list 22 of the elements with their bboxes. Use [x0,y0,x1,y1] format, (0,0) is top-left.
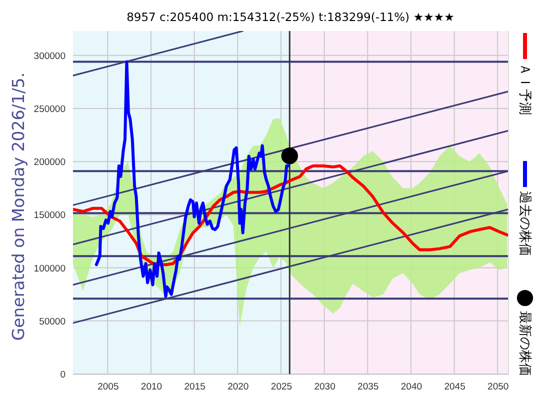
x-tick-label: 2050 [488,382,509,392]
x-tick-label: 2020 [228,382,249,392]
legend-label: ＡＩ予測 [517,63,532,115]
y-tick-label: 100000 [34,263,66,274]
y-tick-label: 0 [60,370,66,380]
y-tick-label: 250000 [34,104,66,116]
legend-label: 過去の株価 [517,191,532,256]
text: Generated on Monday 2026/1/5. [9,72,28,341]
x-tick-label: 2040 [400,382,422,392]
legend-label: 最新の株価 [517,311,532,376]
y-tick-label: 50000 [39,316,66,328]
y-tick-label: 200000 [34,157,66,168]
chart-title: 8957 c:205400 m:154312(-25%) t:183299(-11%) ★★★★ [126,10,454,24]
x-tick-label: 2010 [140,382,162,392]
y-tick-label: 300000 [34,50,66,62]
x-tick-label: 2005 [98,382,119,392]
x-tick-label: 2015 [184,382,206,392]
x-tick-label: 2035 [358,382,379,392]
x-tick-label: 2030 [314,382,336,392]
x-tick-label: 2025 [270,382,292,392]
x-tick-label: 2045 [444,382,466,392]
y-tick-label: 150000 [34,210,66,222]
